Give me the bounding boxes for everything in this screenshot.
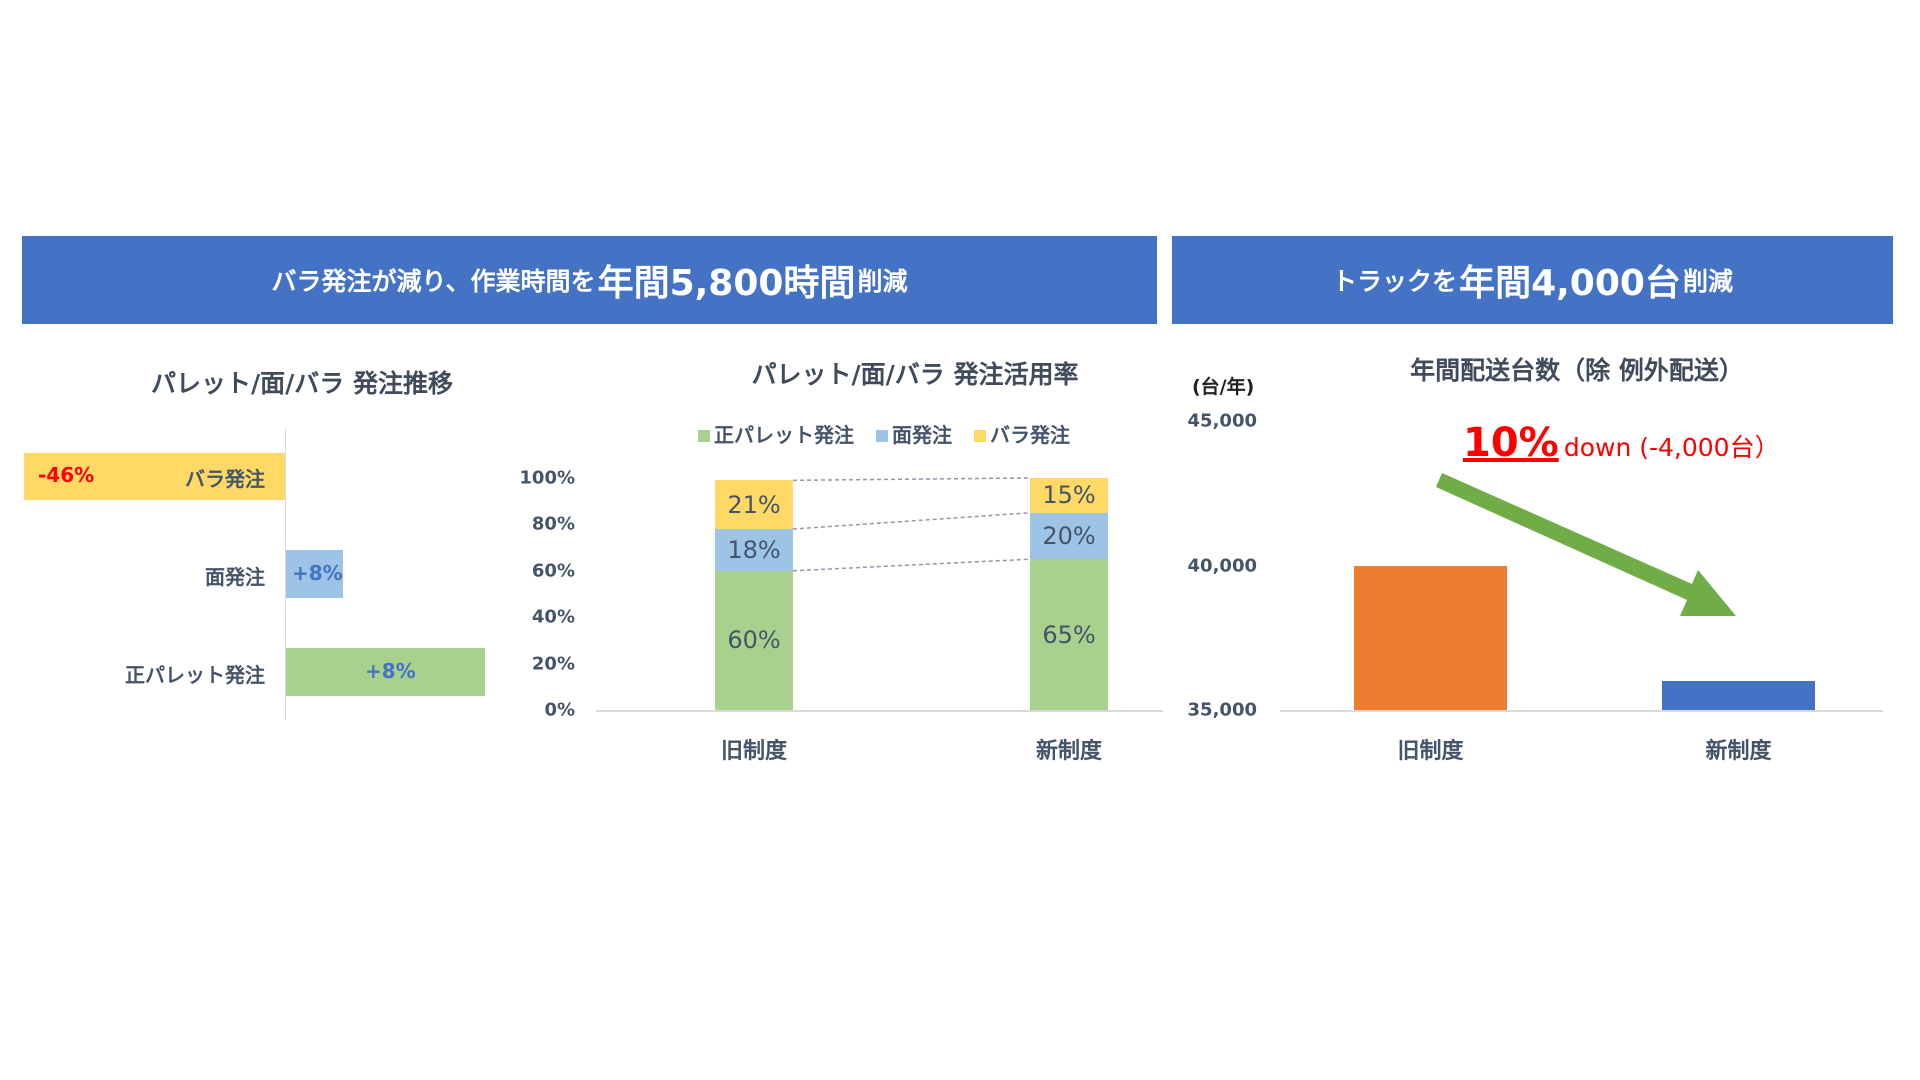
stack-segment: 15% [1030,478,1108,513]
banner-pre: バラ発注が減り、作業時間を [271,267,596,296]
chart3-baseline [1280,710,1883,712]
bar-men-value: +8% [292,561,343,585]
banner-work-hours: バラ発注が減り、作業時間を 年間5,800時間 削減 [22,236,1157,324]
reduction-annotation: 10% down (-4,000台） [1463,420,1780,466]
cat-men: 面発注 [205,565,265,589]
banner-post: 削減 [1682,267,1733,296]
connector-line [792,512,1031,530]
stack-segment: 60% [715,570,793,710]
y-tick: 0% [544,699,575,721]
cat-pallet: 正パレット発注 [125,663,265,687]
legend-pallet: 正パレット発注 [698,419,854,448]
stack-segment: 18% [715,529,793,571]
y-tick: 45,000 [1187,410,1257,432]
banner-trucks: トラックを 年間4,000台 削減 [1172,236,1893,324]
bar-pallet [286,648,485,696]
chart1-axis [285,429,286,720]
chart2-baseline [596,710,1163,712]
y-tick: 40% [531,606,575,628]
x-label: 旧制度 [720,739,788,764]
stack-segment: 65% [1030,559,1108,710]
y-tick: 20% [531,653,575,675]
x-label: 旧制度 [1397,739,1464,764]
cat-bara: バラ発注 [185,467,265,491]
y-tick: 40,000 [1187,555,1257,576]
banner-pre: トラックを [1332,267,1458,296]
legend-bara: バラ発注 [974,419,1070,448]
bar [1354,565,1507,710]
bar-pallet-value: +8% [365,659,416,683]
stack-segment: 20% [1030,512,1108,560]
y-tick: 60% [531,560,575,582]
chart2-legend: 正パレット発注 面発注 バラ発注 [698,419,1070,448]
chart1-title: パレット/面/バラ 発注推移 [151,369,453,398]
x-label: 新制度 [1705,739,1772,764]
chart3-title: 年間配送台数（除 例外配送） [1410,356,1744,385]
reduction-pct: 10% [1463,420,1559,466]
bar-bara-value: -46% [38,463,95,487]
y-tick: 35,000 [1187,699,1257,721]
connector-line [792,558,1031,572]
chart3-ylabel: (台/年) [1192,376,1255,398]
stack-segment: 21% [715,480,793,530]
bar-men [286,550,343,598]
y-tick: 100% [519,467,575,489]
x-label: 新制度 [1035,739,1103,764]
banner-big: 年間4,000台 [1459,263,1681,304]
bar-bara [24,453,285,500]
bar [1662,681,1815,710]
chart2-title: パレット/面/バラ 発注活用率 [751,360,1079,389]
y-tick: 80% [531,513,575,535]
banner-post: 削減 [857,267,908,296]
reduction-text: down (-4,000台） [1563,433,1780,462]
banner-big: 年間5,800時間 [597,263,856,304]
legend-men: 面発注 [876,419,952,448]
connector-line [792,477,1031,482]
